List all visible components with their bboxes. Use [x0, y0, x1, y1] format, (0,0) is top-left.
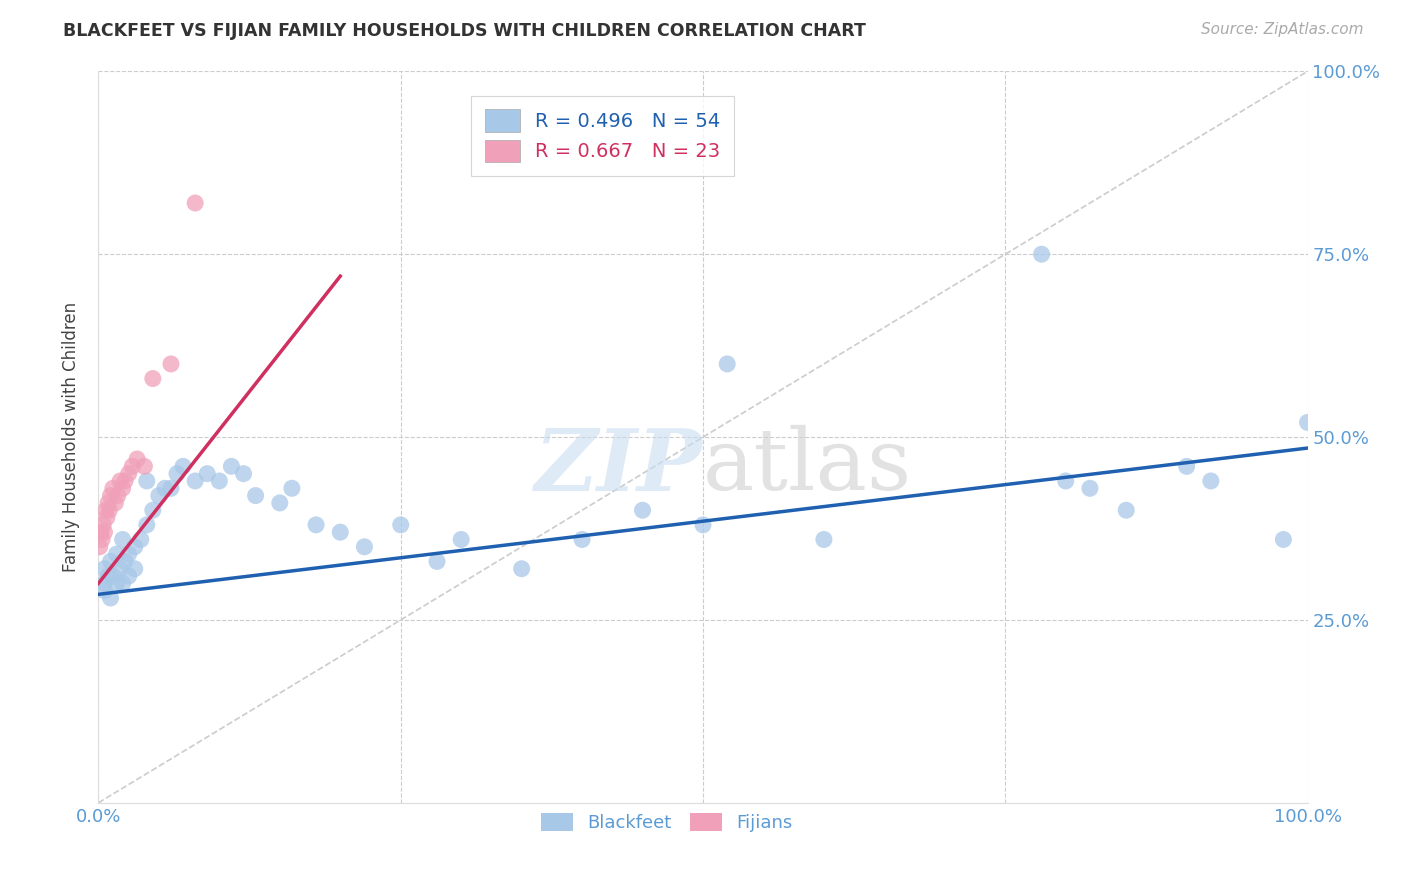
Point — [100, 591, 122, 605]
Point — [692, 517, 714, 532]
Point — [1272, 533, 1295, 547]
Point — [108, 562, 131, 576]
Point — [114, 474, 136, 488]
Point — [389, 517, 412, 532]
Point — [329, 525, 352, 540]
Point — [97, 496, 120, 510]
Point — [160, 357, 183, 371]
Point — [124, 562, 146, 576]
Point — [195, 467, 218, 481]
Point — [208, 474, 231, 488]
Point — [184, 474, 207, 488]
Point — [111, 576, 134, 591]
Point — [1296, 416, 1319, 430]
Legend: Blackfeet, Fijians: Blackfeet, Fijians — [531, 804, 801, 841]
Point — [91, 533, 114, 547]
Point — [426, 554, 449, 568]
Point — [96, 510, 118, 524]
Point — [1199, 474, 1222, 488]
Point — [281, 481, 304, 495]
Point — [353, 540, 375, 554]
Text: Source: ZipAtlas.com: Source: ZipAtlas.com — [1201, 22, 1364, 37]
Point — [104, 496, 127, 510]
Point — [160, 481, 183, 495]
Point — [97, 569, 120, 583]
Point — [93, 576, 115, 591]
Point — [124, 540, 146, 554]
Point — [111, 481, 134, 495]
Point — [91, 517, 114, 532]
Point — [153, 481, 176, 495]
Point — [101, 481, 124, 495]
Point — [571, 533, 593, 547]
Point — [105, 547, 128, 561]
Point — [100, 489, 122, 503]
Point — [269, 496, 291, 510]
Point — [1115, 503, 1137, 517]
Point — [305, 517, 328, 532]
Point — [127, 452, 149, 467]
Point — [135, 474, 157, 488]
Point — [118, 467, 141, 481]
Point — [98, 503, 121, 517]
Point — [121, 459, 143, 474]
Point — [631, 503, 654, 517]
Point — [134, 459, 156, 474]
Point — [90, 525, 112, 540]
Point — [105, 576, 128, 591]
Point — [129, 533, 152, 547]
Point — [135, 517, 157, 532]
Point — [172, 459, 194, 474]
Point — [107, 489, 129, 503]
Point — [89, 540, 111, 554]
Point — [93, 562, 115, 576]
Point — [232, 467, 254, 481]
Point — [114, 554, 136, 568]
Point — [221, 459, 243, 474]
Point — [142, 503, 165, 517]
Text: BLACKFEET VS FIJIAN FAMILY HOUSEHOLDS WITH CHILDREN CORRELATION CHART: BLACKFEET VS FIJIAN FAMILY HOUSEHOLDS WI… — [63, 22, 866, 40]
Point — [184, 196, 207, 211]
Point — [148, 489, 170, 503]
Point — [1078, 481, 1101, 495]
Point — [108, 474, 131, 488]
Point — [118, 547, 141, 561]
Text: atlas: atlas — [703, 425, 912, 508]
Point — [118, 569, 141, 583]
Point — [510, 562, 533, 576]
Point — [813, 533, 835, 547]
Point — [166, 467, 188, 481]
Point — [94, 503, 117, 517]
Point — [111, 533, 134, 547]
Point — [101, 569, 124, 583]
Point — [100, 554, 122, 568]
Point — [93, 583, 115, 598]
Point — [245, 489, 267, 503]
Point — [93, 525, 115, 540]
Point — [1175, 459, 1198, 474]
Text: ZIP: ZIP — [536, 425, 703, 508]
Point — [450, 533, 472, 547]
Point — [1054, 474, 1077, 488]
Point — [142, 371, 165, 385]
Y-axis label: Family Households with Children: Family Households with Children — [62, 302, 80, 572]
Point — [716, 357, 738, 371]
Point — [1031, 247, 1053, 261]
